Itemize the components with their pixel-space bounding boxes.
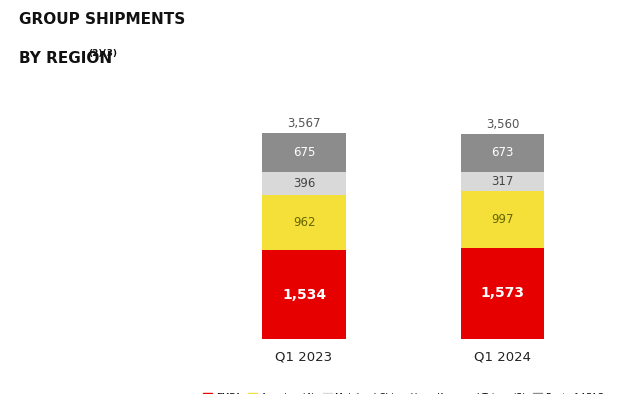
Text: 396: 396 — [293, 177, 315, 190]
Text: 673: 673 — [492, 147, 513, 160]
Bar — [461, 191, 544, 248]
Bar — [461, 134, 544, 173]
Bar — [262, 172, 346, 195]
Bar — [461, 248, 544, 339]
Text: Q1 2024: Q1 2024 — [474, 350, 531, 363]
Text: BY REGION: BY REGION — [19, 51, 113, 66]
Text: (2)(3): (2)(3) — [88, 49, 117, 58]
Text: 1,534: 1,534 — [282, 288, 326, 302]
Bar — [262, 133, 346, 172]
Text: 3,567: 3,567 — [287, 117, 321, 130]
Bar — [461, 173, 544, 191]
Legend: EMEA, Americas(4), Mainland China, Hong Kong and Taiwan(5), Rest of APAC: EMEA, Americas(4), Mainland China, Hong … — [200, 389, 607, 394]
Bar — [262, 251, 346, 339]
Text: GROUP SHIPMENTS: GROUP SHIPMENTS — [19, 12, 186, 27]
Text: 675: 675 — [293, 146, 315, 159]
Bar — [262, 195, 346, 251]
Text: 3,560: 3,560 — [486, 118, 519, 131]
Text: 317: 317 — [492, 175, 513, 188]
Text: 1,573: 1,573 — [481, 286, 524, 301]
Text: 962: 962 — [292, 216, 316, 229]
Text: 997: 997 — [491, 213, 514, 226]
Text: Q1 2023: Q1 2023 — [275, 350, 333, 363]
